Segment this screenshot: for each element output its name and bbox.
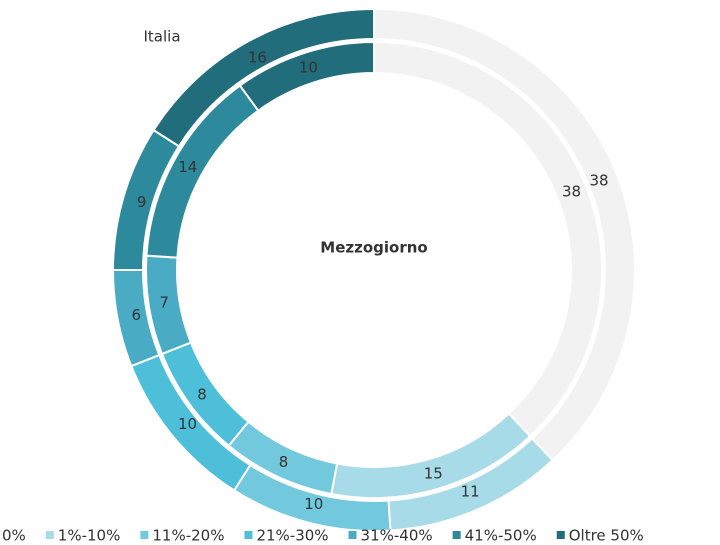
legend-label: Oltre 50% bbox=[569, 527, 644, 545]
legend-swatch bbox=[452, 531, 461, 539]
inner-ring-label: Mezzogiorno bbox=[320, 239, 427, 257]
data-label: 10 bbox=[299, 58, 318, 76]
data-label: 8 bbox=[197, 385, 207, 403]
data-label: 10 bbox=[304, 495, 323, 513]
legend-swatch bbox=[140, 531, 149, 539]
legend-label: 0% bbox=[2, 527, 26, 545]
data-label: 14 bbox=[178, 158, 197, 176]
legend-swatch bbox=[244, 531, 253, 539]
data-label: 7 bbox=[159, 294, 169, 312]
legend-label: 41%-50% bbox=[465, 527, 537, 545]
legend-label: 1%-10% bbox=[58, 527, 121, 545]
data-label: 6 bbox=[132, 306, 142, 324]
donut-segment bbox=[152, 7, 375, 148]
data-label: 38 bbox=[562, 182, 581, 200]
data-label: 38 bbox=[589, 171, 608, 189]
data-label: 8 bbox=[279, 453, 289, 471]
data-label: 10 bbox=[178, 415, 197, 433]
data-label: 11 bbox=[461, 483, 480, 501]
legend-swatch bbox=[556, 531, 565, 539]
data-label: 9 bbox=[137, 193, 147, 211]
legend-swatch bbox=[45, 531, 54, 539]
legend-label: 31%-40% bbox=[361, 527, 433, 545]
legend-label: 11%-20% bbox=[152, 527, 224, 545]
outer-ring-label: Italia bbox=[143, 28, 180, 46]
data-label: 16 bbox=[248, 48, 267, 66]
data-label: 15 bbox=[424, 465, 443, 483]
donut-segment bbox=[238, 40, 375, 113]
legend-swatch bbox=[348, 531, 357, 539]
legend-label: 21%-30% bbox=[256, 527, 328, 545]
